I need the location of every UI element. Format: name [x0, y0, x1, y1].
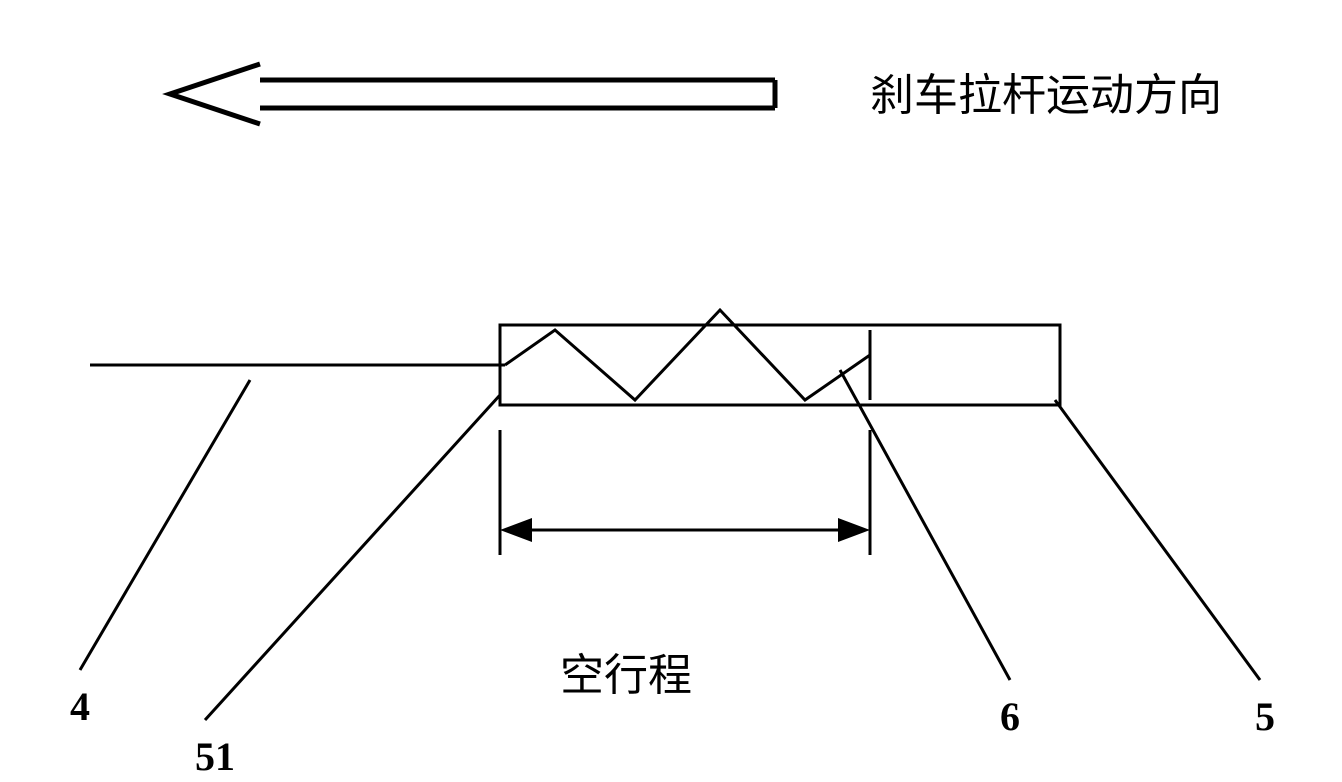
direction-arrow — [170, 64, 775, 124]
dim-arrowhead-right-icon — [838, 518, 870, 542]
diagram-canvas: 刹车拉杆运动方向 空行程 4 51 6 5 — [0, 0, 1342, 782]
leader-line-5 — [1055, 400, 1260, 680]
leader-line-6 — [840, 370, 1010, 680]
leader-line-4 — [80, 380, 250, 670]
arrow-head-icon — [170, 64, 260, 124]
idle-stroke-label: 空行程 — [560, 651, 692, 700]
callout-51: 51 — [195, 734, 235, 779]
idle-stroke-dimension — [500, 430, 870, 555]
callout-6: 6 — [1000, 694, 1020, 739]
callout-5: 5 — [1255, 694, 1275, 739]
direction-label: 刹车拉杆运动方向 — [870, 71, 1222, 120]
callout-4: 4 — [70, 684, 90, 729]
sleeve-body — [500, 325, 1060, 405]
dim-arrowhead-left-icon — [500, 518, 532, 542]
leader-line-51 — [205, 395, 500, 720]
